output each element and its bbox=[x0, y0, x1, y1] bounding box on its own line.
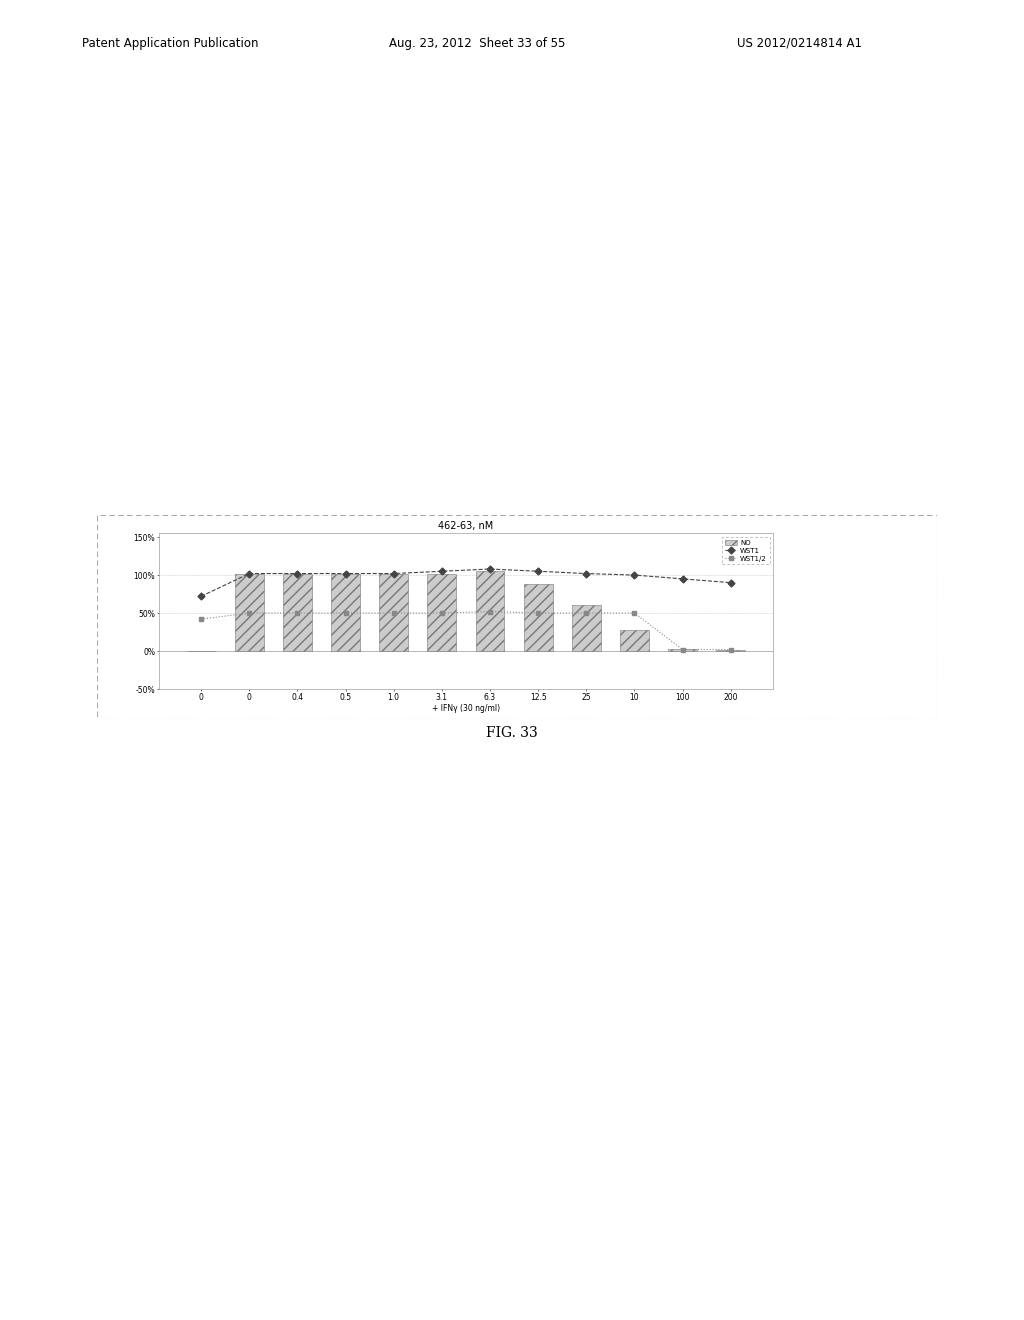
Bar bbox=[234, 574, 264, 651]
Bar bbox=[668, 648, 697, 651]
Text: US 2012/0214814 A1: US 2012/0214814 A1 bbox=[737, 37, 862, 50]
Bar bbox=[427, 574, 457, 651]
Text: FIG. 33: FIG. 33 bbox=[486, 726, 538, 741]
Legend: NO, WST1, WST1/2: NO, WST1, WST1/2 bbox=[722, 537, 770, 565]
X-axis label: + IFNγ (30 ng/ml): + IFNγ (30 ng/ml) bbox=[432, 705, 500, 713]
Bar bbox=[717, 649, 745, 651]
Bar bbox=[571, 606, 601, 651]
Bar bbox=[523, 585, 553, 651]
Bar bbox=[620, 630, 649, 651]
Bar bbox=[283, 574, 312, 651]
Text: Patent Application Publication: Patent Application Publication bbox=[82, 37, 258, 50]
Bar bbox=[379, 574, 409, 651]
Title: 462-63, nM: 462-63, nM bbox=[438, 521, 494, 531]
Bar bbox=[475, 572, 505, 651]
Bar bbox=[331, 574, 360, 651]
Text: Aug. 23, 2012  Sheet 33 of 55: Aug. 23, 2012 Sheet 33 of 55 bbox=[389, 37, 565, 50]
